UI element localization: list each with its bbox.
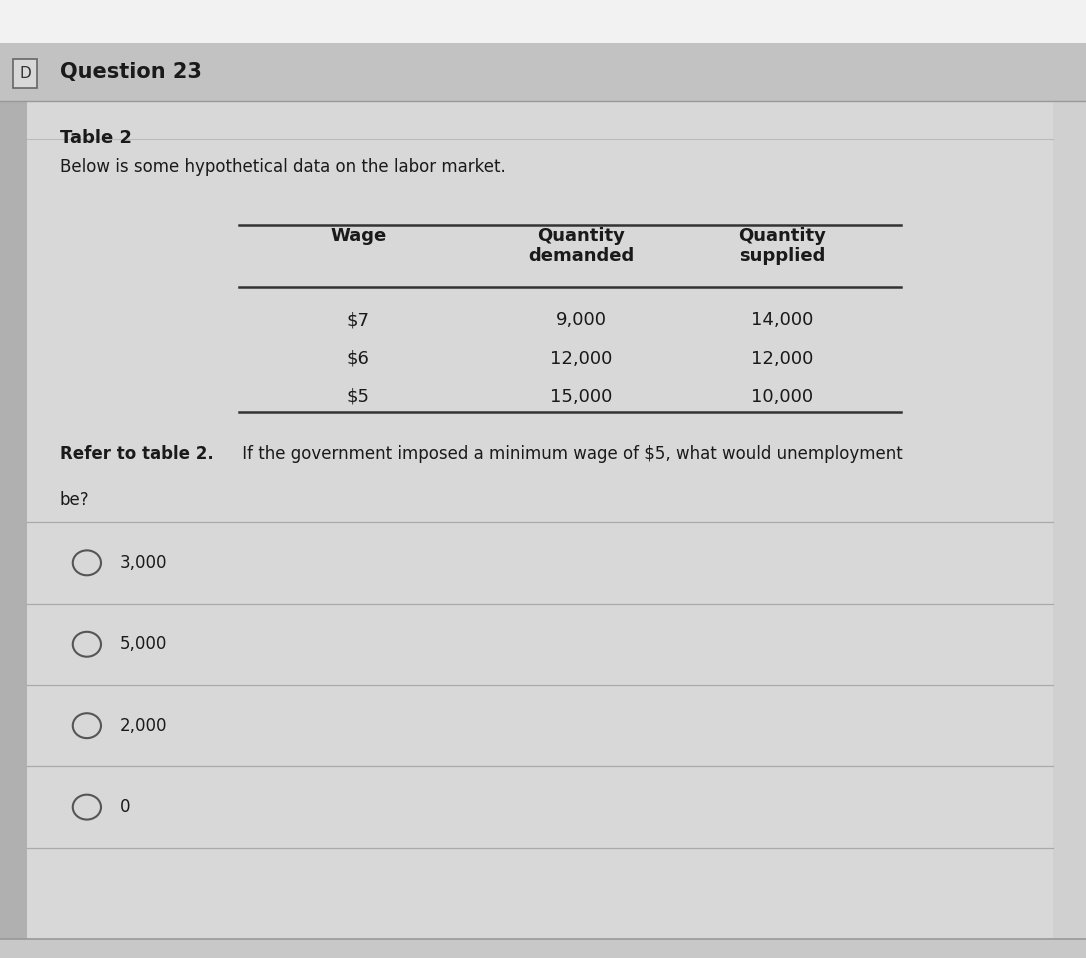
Text: Question 23: Question 23 <box>60 62 202 81</box>
Text: Table 2: Table 2 <box>60 129 131 148</box>
Text: 9,000: 9,000 <box>556 311 606 330</box>
FancyBboxPatch shape <box>0 0 1086 43</box>
FancyBboxPatch shape <box>0 43 1086 101</box>
Text: 15,000: 15,000 <box>550 388 613 406</box>
FancyBboxPatch shape <box>0 101 27 939</box>
Text: Quantity
supplied: Quantity supplied <box>738 227 825 265</box>
Text: $5: $5 <box>346 388 370 406</box>
Text: $6: $6 <box>346 350 370 368</box>
Text: 14,000: 14,000 <box>750 311 813 330</box>
Text: 2,000: 2,000 <box>119 717 167 735</box>
Text: 12,000: 12,000 <box>750 350 813 368</box>
Text: 0: 0 <box>119 798 130 816</box>
Text: 3,000: 3,000 <box>119 554 167 572</box>
Text: be?: be? <box>60 491 89 510</box>
FancyBboxPatch shape <box>13 59 37 88</box>
FancyBboxPatch shape <box>27 101 1053 939</box>
Text: $7: $7 <box>346 311 370 330</box>
Text: 5,000: 5,000 <box>119 635 167 653</box>
Text: Quantity
demanded: Quantity demanded <box>528 227 634 265</box>
Text: Wage: Wage <box>330 227 387 245</box>
Text: Refer to table 2.: Refer to table 2. <box>60 445 214 464</box>
Text: Below is some hypothetical data on the labor market.: Below is some hypothetical data on the l… <box>60 158 505 176</box>
Text: 10,000: 10,000 <box>750 388 813 406</box>
FancyBboxPatch shape <box>0 101 1086 939</box>
Text: D: D <box>20 66 30 81</box>
Text: If the government imposed a minimum wage of $5, what would unemployment: If the government imposed a minimum wage… <box>237 445 902 464</box>
Text: 12,000: 12,000 <box>550 350 613 368</box>
